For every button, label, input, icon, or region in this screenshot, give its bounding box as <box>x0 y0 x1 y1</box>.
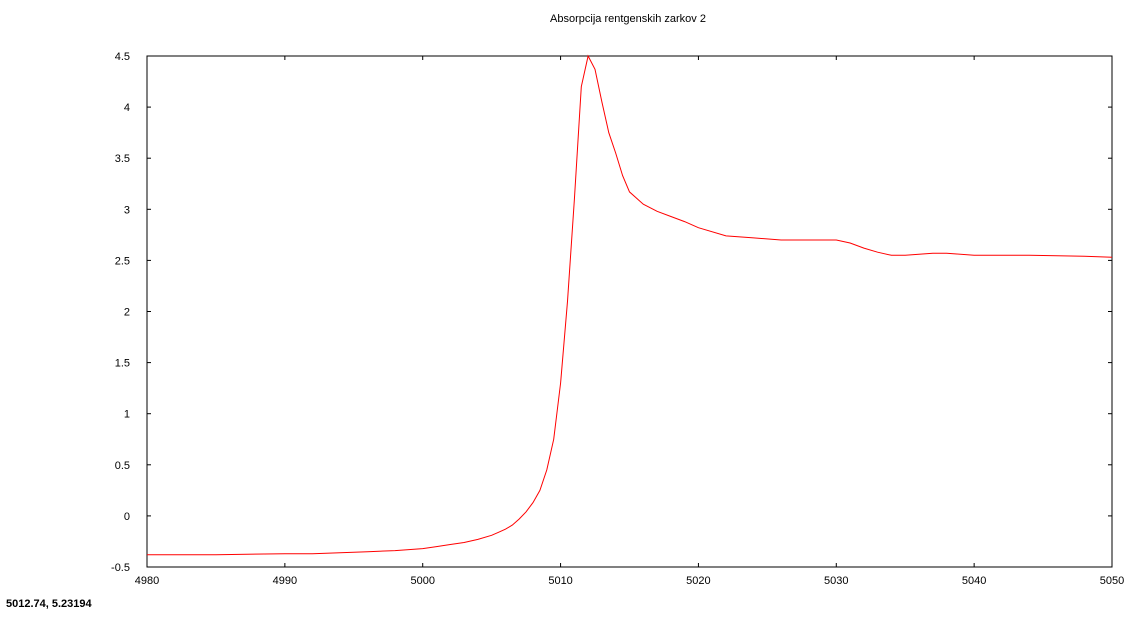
y-tick-label: 3 <box>124 204 130 216</box>
y-tick-label: -0.5 <box>111 562 130 574</box>
y-tick-label: 1 <box>124 409 130 421</box>
y-tick-label: 4 <box>124 102 130 114</box>
x-tick-label: 5030 <box>824 575 848 587</box>
y-tick-label: 2 <box>124 307 130 319</box>
plot-frame <box>146 55 1113 568</box>
x-tick-label: 5040 <box>962 575 986 587</box>
x-tick-label: 5010 <box>548 575 572 587</box>
x-tick-label: 4990 <box>273 575 297 587</box>
coordinate-readout: 5012.74, 5.23194 <box>6 598 92 610</box>
y-tick-label: 2.5 <box>115 255 130 267</box>
y-tick-label: 3.5 <box>115 153 130 165</box>
x-tick-label: 5000 <box>410 575 434 587</box>
series-line <box>147 54 1113 556</box>
chart-title: Absorpcija rentgenskih zarkov 2 <box>550 13 706 25</box>
y-tick-label: 4.5 <box>115 51 130 63</box>
x-tick-label: 4980 <box>135 575 159 587</box>
y-axis-ticks: -0.5 0 0.5 1 1.5 2 2.5 3 3.5 4 4.5 <box>111 51 1112 574</box>
y-tick-label: 1.5 <box>115 358 130 370</box>
x-tick-label: 5050 <box>1100 575 1124 587</box>
x-axis-ticks: 4980 4990 5000 5010 5020 5030 5040 5050 <box>135 56 1124 587</box>
y-tick-label: 0.5 <box>115 460 130 472</box>
x-tick-label: 5020 <box>686 575 710 587</box>
y-tick-label: 0 <box>124 511 130 523</box>
